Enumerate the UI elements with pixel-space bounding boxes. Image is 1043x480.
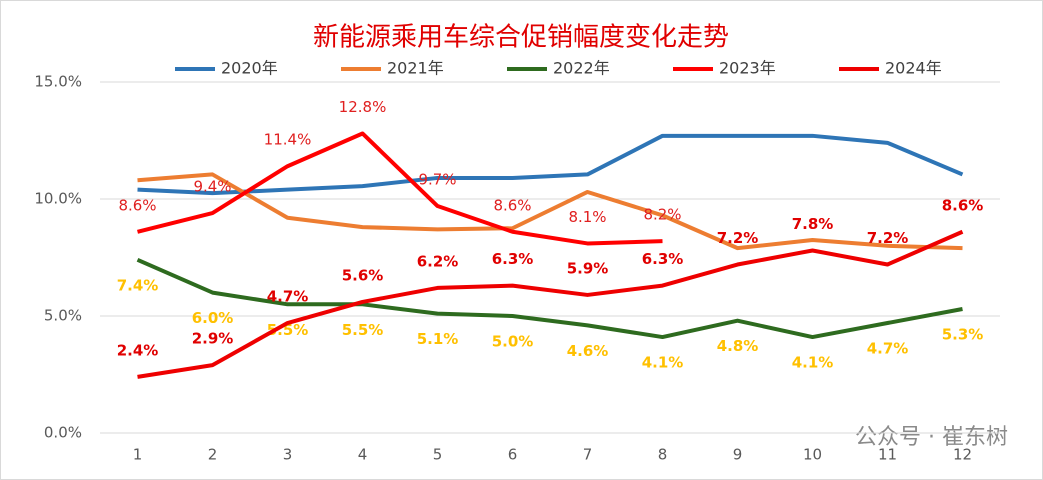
legend-label: 2021年 xyxy=(387,59,444,78)
x-tick-label: 1 xyxy=(133,446,143,464)
x-tick-label: 5 xyxy=(433,446,443,464)
data-label: 4.1% xyxy=(792,354,834,372)
data-label: 5.0% xyxy=(492,333,534,351)
data-label: 2.4% xyxy=(117,341,159,359)
watermark: 公众号 · 崔东树 xyxy=(855,425,1008,450)
data-label: 5.1% xyxy=(417,330,459,348)
data-label: 5.3% xyxy=(942,325,984,343)
data-label: 7.4% xyxy=(117,276,159,294)
y-tick-label: 15.0% xyxy=(34,73,82,91)
data-label: 8.2% xyxy=(643,206,681,224)
data-label: 9.7% xyxy=(418,171,456,189)
data-label: 8.6% xyxy=(493,196,531,214)
data-label: 4.7% xyxy=(267,288,309,306)
data-label: 6.3% xyxy=(642,250,684,268)
data-label: 2.9% xyxy=(192,330,234,348)
data-label: 7.2% xyxy=(717,229,759,247)
series-line xyxy=(137,229,964,379)
data-label: 5.5% xyxy=(267,321,309,339)
x-tick-label: 10 xyxy=(803,446,822,464)
x-tick-label: 12 xyxy=(953,446,972,464)
x-tick-label: 2 xyxy=(208,446,218,464)
data-label: 4.6% xyxy=(567,342,609,360)
series-line xyxy=(137,133,964,196)
legend-label: 2023年 xyxy=(719,59,776,78)
series-line xyxy=(137,172,963,251)
x-tick-label: 11 xyxy=(878,446,897,464)
series-line xyxy=(137,131,663,246)
data-label: 4.8% xyxy=(717,337,759,355)
x-tick-label: 6 xyxy=(508,446,518,464)
legend-label: 2020年 xyxy=(221,59,278,78)
data-label: 4.1% xyxy=(642,354,684,372)
legend-label: 2022年 xyxy=(553,59,610,78)
data-label: 5.6% xyxy=(342,266,384,284)
x-tick-label: 9 xyxy=(733,446,743,464)
data-label: 12.8% xyxy=(339,98,387,116)
data-label: 5.5% xyxy=(342,321,384,339)
y-tick-label: 0.0% xyxy=(44,424,82,442)
x-tick-label: 8 xyxy=(658,446,668,464)
data-label: 7.2% xyxy=(867,229,909,247)
chart-title: 新能源乘用车综合促销幅度变化走势 xyxy=(313,23,729,53)
series-line xyxy=(136,258,963,340)
data-label: 6.3% xyxy=(492,250,534,268)
data-label: 6.2% xyxy=(417,252,459,270)
x-tick-label: 3 xyxy=(283,446,293,464)
data-label: 8.1% xyxy=(568,208,606,226)
x-tick-label: 4 xyxy=(358,446,368,464)
data-label: 8.6% xyxy=(942,196,984,214)
y-tick-label: 5.0% xyxy=(44,307,82,325)
data-label: 6.0% xyxy=(192,309,234,327)
y-tick-label: 10.0% xyxy=(34,190,82,208)
data-label: 9.4% xyxy=(193,178,231,196)
legend-label: 2024年 xyxy=(885,59,942,78)
data-label: 8.6% xyxy=(118,196,156,214)
data-label: 11.4% xyxy=(264,131,312,149)
data-label: 4.7% xyxy=(867,340,909,358)
data-label: 7.8% xyxy=(792,215,834,233)
data-label: 5.9% xyxy=(567,259,609,277)
x-tick-label: 7 xyxy=(583,446,593,464)
